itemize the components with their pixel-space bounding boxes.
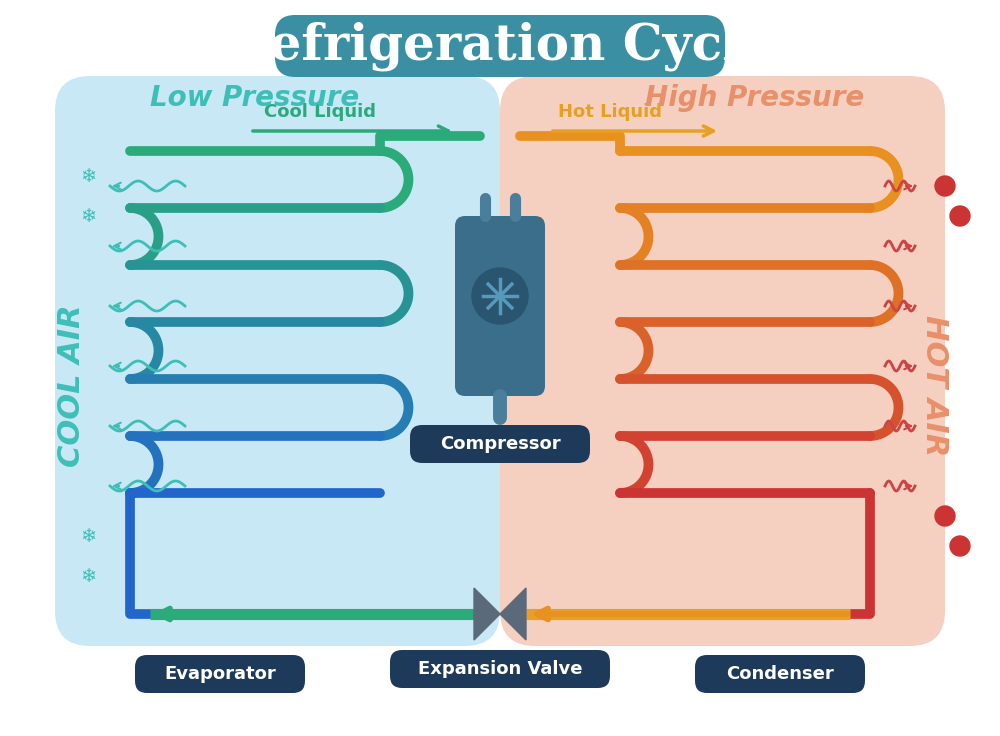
FancyBboxPatch shape: [695, 655, 865, 693]
Text: Expansion Valve: Expansion Valve: [418, 660, 582, 678]
Text: Compressor: Compressor: [440, 435, 560, 453]
Circle shape: [935, 176, 955, 196]
Circle shape: [950, 206, 970, 226]
FancyBboxPatch shape: [410, 425, 590, 463]
Circle shape: [472, 268, 528, 324]
Text: HOT AIR: HOT AIR: [920, 315, 950, 456]
FancyBboxPatch shape: [275, 15, 725, 77]
Polygon shape: [500, 588, 526, 640]
Text: Low Pressure: Low Pressure: [150, 84, 360, 112]
FancyBboxPatch shape: [455, 216, 545, 396]
Text: Condenser: Condenser: [726, 665, 834, 683]
Text: Hot Liquid: Hot Liquid: [558, 103, 662, 121]
Text: High Pressure: High Pressure: [645, 84, 865, 112]
Circle shape: [935, 506, 955, 526]
FancyBboxPatch shape: [500, 76, 945, 646]
Circle shape: [950, 536, 970, 556]
FancyBboxPatch shape: [390, 650, 610, 688]
Text: Evaporator: Evaporator: [164, 665, 276, 683]
FancyBboxPatch shape: [135, 655, 305, 693]
Polygon shape: [474, 588, 500, 640]
Text: ❄: ❄: [80, 166, 96, 185]
Text: ❄: ❄: [80, 526, 96, 545]
FancyBboxPatch shape: [55, 76, 500, 646]
Text: ❄: ❄: [80, 567, 96, 586]
Text: ❄: ❄: [80, 207, 96, 225]
Text: Refrigeration Cycle: Refrigeration Cycle: [228, 21, 772, 71]
Text: Cool Liquid: Cool Liquid: [264, 103, 376, 121]
Text: COOL AIR: COOL AIR: [57, 305, 87, 467]
